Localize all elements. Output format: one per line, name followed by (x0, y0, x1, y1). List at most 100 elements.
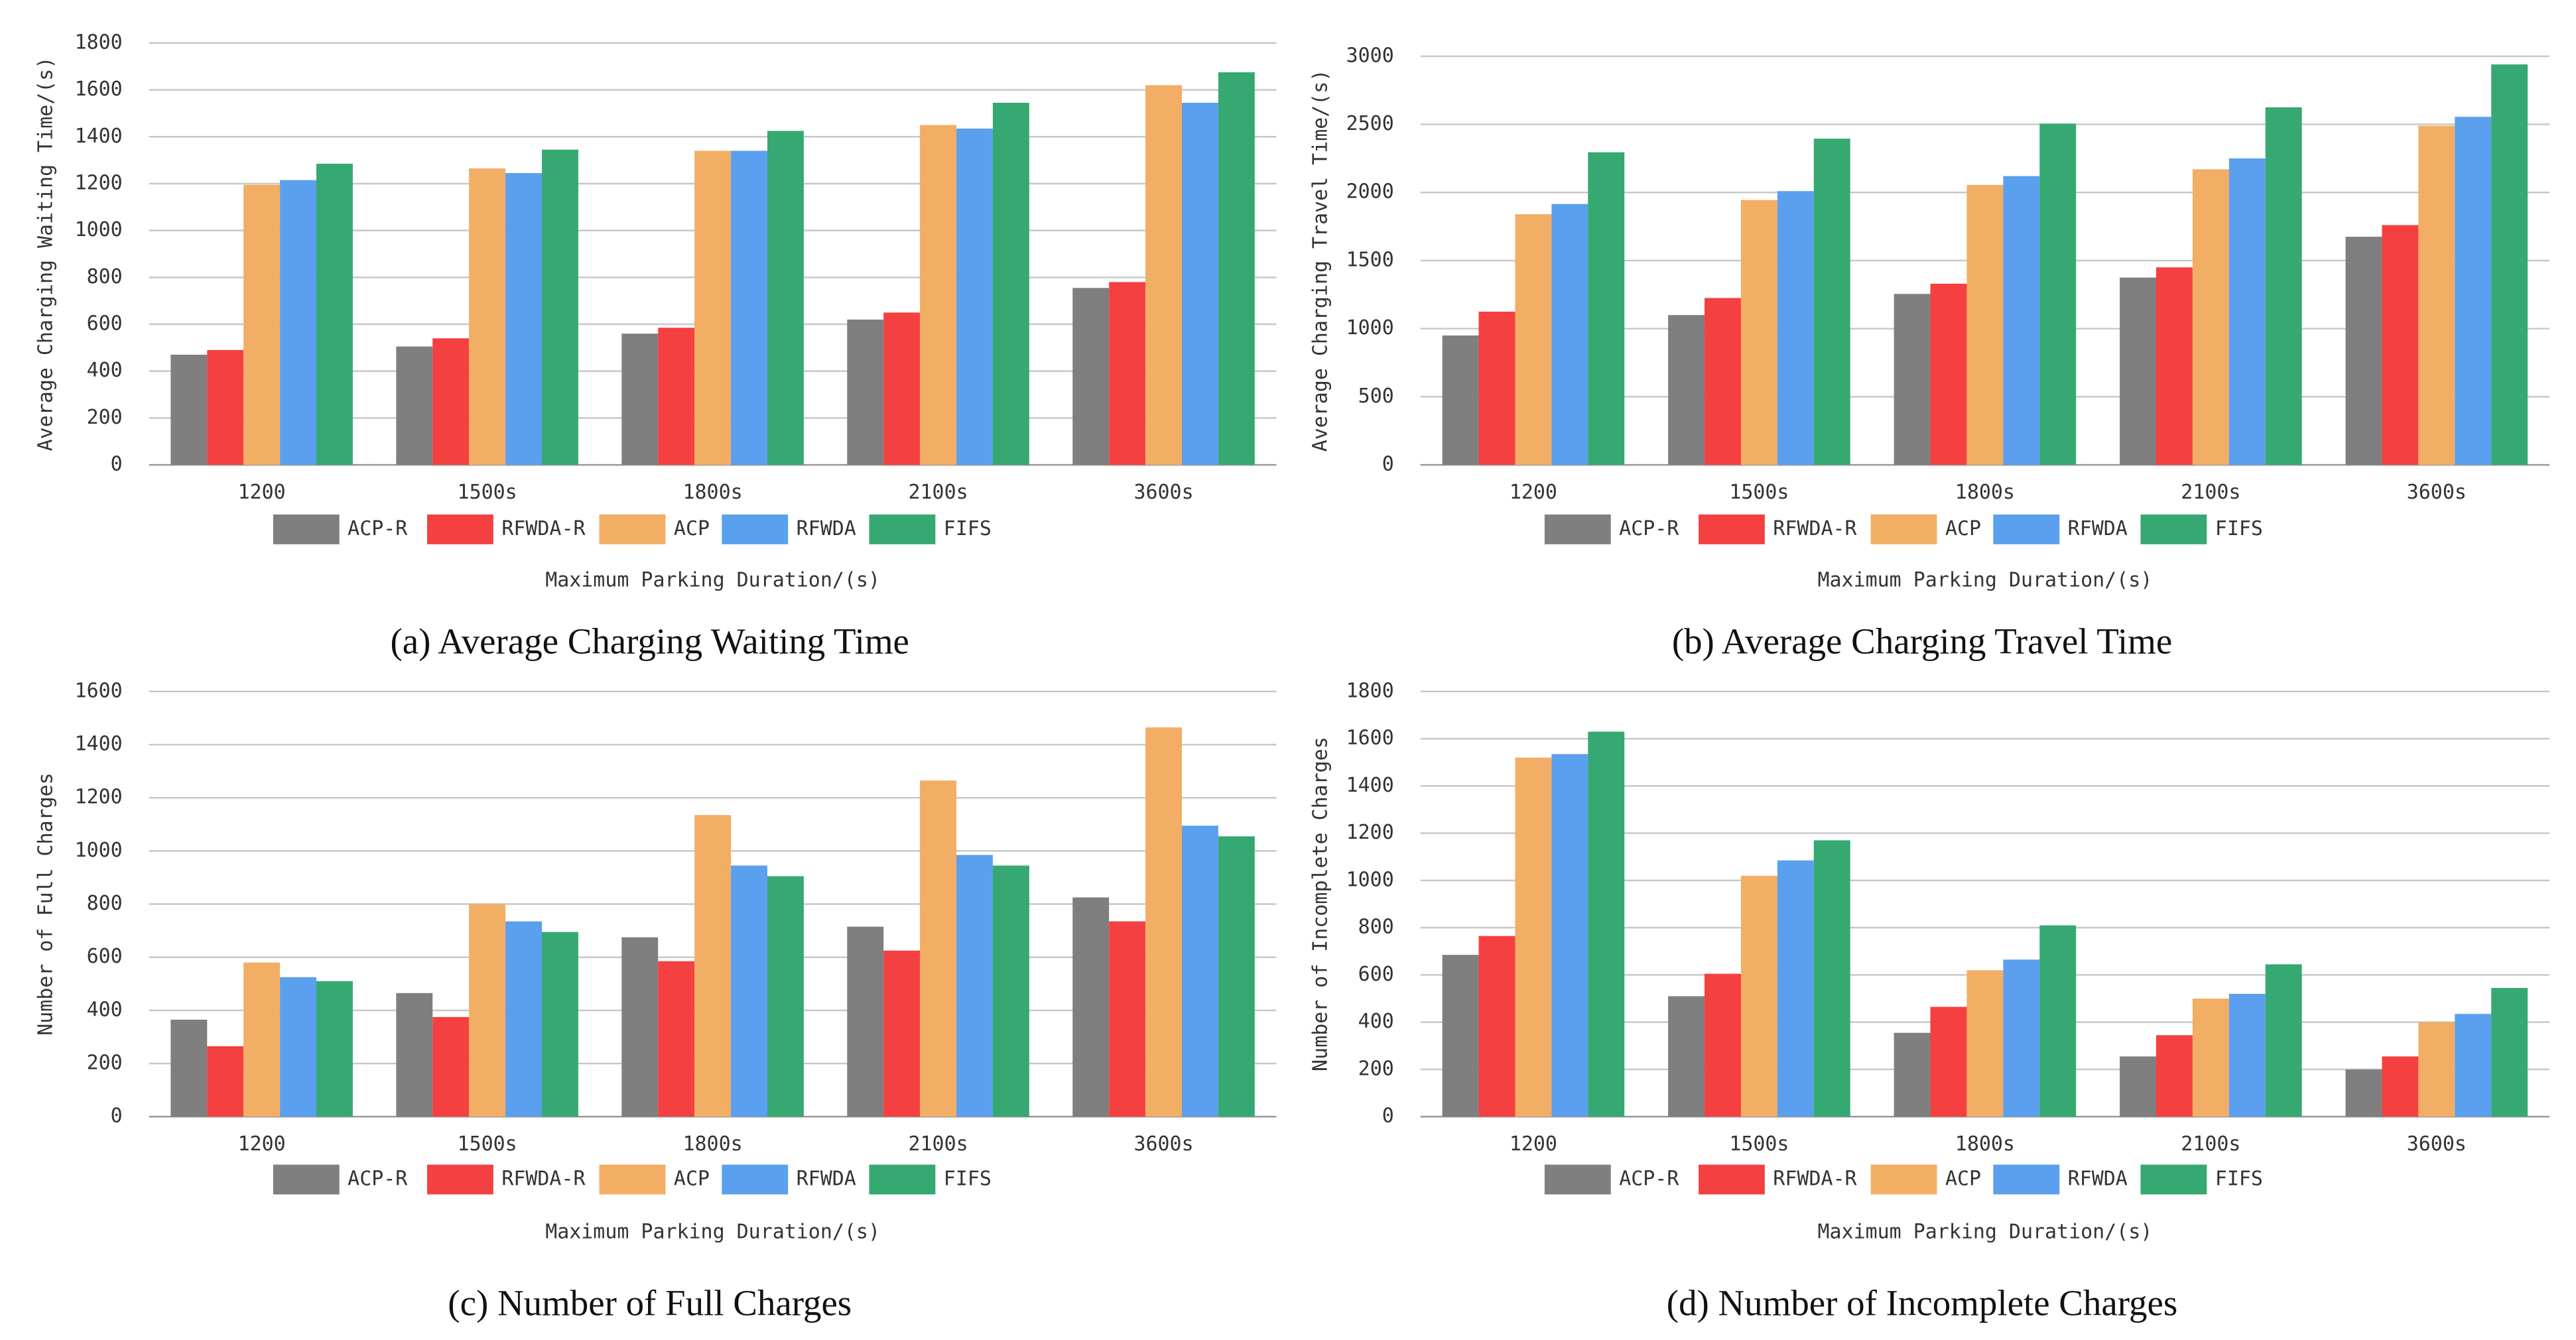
bar (2455, 1014, 2492, 1117)
y-tick-label: 1800 (1346, 679, 1394, 702)
bar (621, 334, 659, 465)
chart-title: (c) Number of Full Charges (448, 1283, 852, 1323)
bar (1740, 200, 1777, 465)
bar (396, 993, 433, 1117)
y-tick-label: 400 (87, 998, 123, 1021)
legend-swatch (273, 514, 340, 544)
legend-label: RFWDA-R (1773, 517, 1857, 540)
bar (541, 932, 578, 1117)
bar (2455, 117, 2492, 465)
legend-swatch (2140, 514, 2207, 544)
y-axis-label: Number of Incomplete Charges (1309, 737, 1332, 1071)
x-tick-label: 2100s (2181, 1132, 2240, 1156)
y-tick-label: 400 (1358, 1010, 1394, 1033)
bar (1218, 72, 1255, 465)
bar (621, 937, 659, 1117)
legend-swatch (427, 1164, 493, 1195)
bar (2156, 267, 2193, 465)
y-tick-label: 1000 (75, 839, 123, 862)
y-tick-label: 1800 (75, 30, 123, 54)
bar (1515, 214, 1552, 465)
bar (207, 349, 244, 465)
y-tick-label: 2500 (1346, 112, 1394, 135)
bar (2228, 993, 2266, 1117)
x-tick-label: 3600s (1133, 481, 1193, 504)
bar (207, 1046, 244, 1117)
legend-swatch (1699, 1164, 1765, 1195)
legend-swatch (2140, 1164, 2207, 1195)
x-axis-label: Maximum Parking Duration/(s) (545, 568, 880, 591)
x-tick-label: 1800s (1955, 481, 2015, 504)
y-tick-label: 400 (87, 359, 123, 382)
bar (658, 961, 695, 1117)
bar (694, 815, 732, 1117)
bar (2120, 1056, 2156, 1117)
bar (2418, 1022, 2455, 1117)
bar (1551, 204, 1588, 465)
y-tick-label: 1400 (75, 733, 123, 756)
bar (767, 131, 804, 465)
bar (2491, 64, 2528, 465)
x-tick-label: 1800s (1955, 1132, 2015, 1156)
bar (1218, 836, 1255, 1117)
bar (1515, 757, 1552, 1117)
bar (2265, 964, 2302, 1117)
bar (280, 977, 317, 1117)
legend-swatch (273, 1164, 340, 1195)
bar (1813, 840, 1850, 1117)
legend-label: ACP-R (1619, 517, 1679, 540)
bar (1109, 921, 1146, 1117)
legend-swatch (1699, 514, 1765, 544)
x-tick-label: 1500s (1729, 481, 1789, 504)
bar (170, 354, 208, 465)
x-axis-label: Maximum Parking Duration/(s) (545, 1220, 880, 1243)
legend-label: ACP-R (348, 1167, 408, 1190)
y-tick-label: 0 (1382, 453, 1394, 476)
bar (1668, 996, 1705, 1117)
bar (2382, 1056, 2419, 1117)
bar (316, 981, 353, 1117)
legend-swatch (1993, 514, 2060, 544)
bar (1966, 184, 2004, 465)
bar (1588, 731, 1625, 1117)
legend-label: FIFS (944, 1167, 992, 1190)
bar (1145, 85, 1182, 465)
bar (432, 1016, 470, 1117)
y-axis-label: Number of Full Charges (34, 772, 57, 1035)
bar (920, 125, 957, 465)
bar (1777, 860, 1814, 1117)
bar (1894, 294, 1931, 465)
bar (956, 855, 993, 1117)
bar (243, 184, 281, 465)
bar (1442, 335, 1479, 465)
y-tick-label: 200 (87, 406, 123, 429)
bar (883, 312, 921, 465)
y-tick-label: 3000 (1346, 44, 1394, 67)
bar (1478, 312, 1515, 465)
y-tick-label: 800 (87, 892, 123, 915)
y-tick-label: 1000 (1346, 868, 1394, 891)
bar (1966, 970, 2004, 1117)
bar (1930, 1006, 1967, 1117)
y-tick-label: 0 (111, 1105, 123, 1128)
legend-label: ACP (674, 517, 710, 540)
x-tick-label: 2100s (908, 1132, 968, 1156)
x-tick-label: 1200 (1510, 481, 1557, 504)
x-axis-label: Maximum Parking Duration/(s) (1817, 1220, 2152, 1243)
legend-swatch (599, 514, 666, 544)
bar (658, 328, 695, 465)
legend-swatch (599, 1164, 666, 1195)
y-tick-label: 600 (1358, 963, 1394, 986)
bar (992, 103, 1029, 465)
y-tick-label: 200 (87, 1052, 123, 1075)
y-tick-label: 1500 (1346, 248, 1394, 271)
bar (694, 151, 732, 465)
x-tick-label: 1500s (458, 481, 517, 504)
y-tick-label: 1000 (1346, 316, 1394, 339)
bar (316, 163, 353, 465)
y-tick-label: 0 (111, 453, 123, 476)
bar (1894, 1032, 1931, 1117)
legend-label: ACP (1945, 1167, 1981, 1190)
bar (396, 346, 433, 465)
